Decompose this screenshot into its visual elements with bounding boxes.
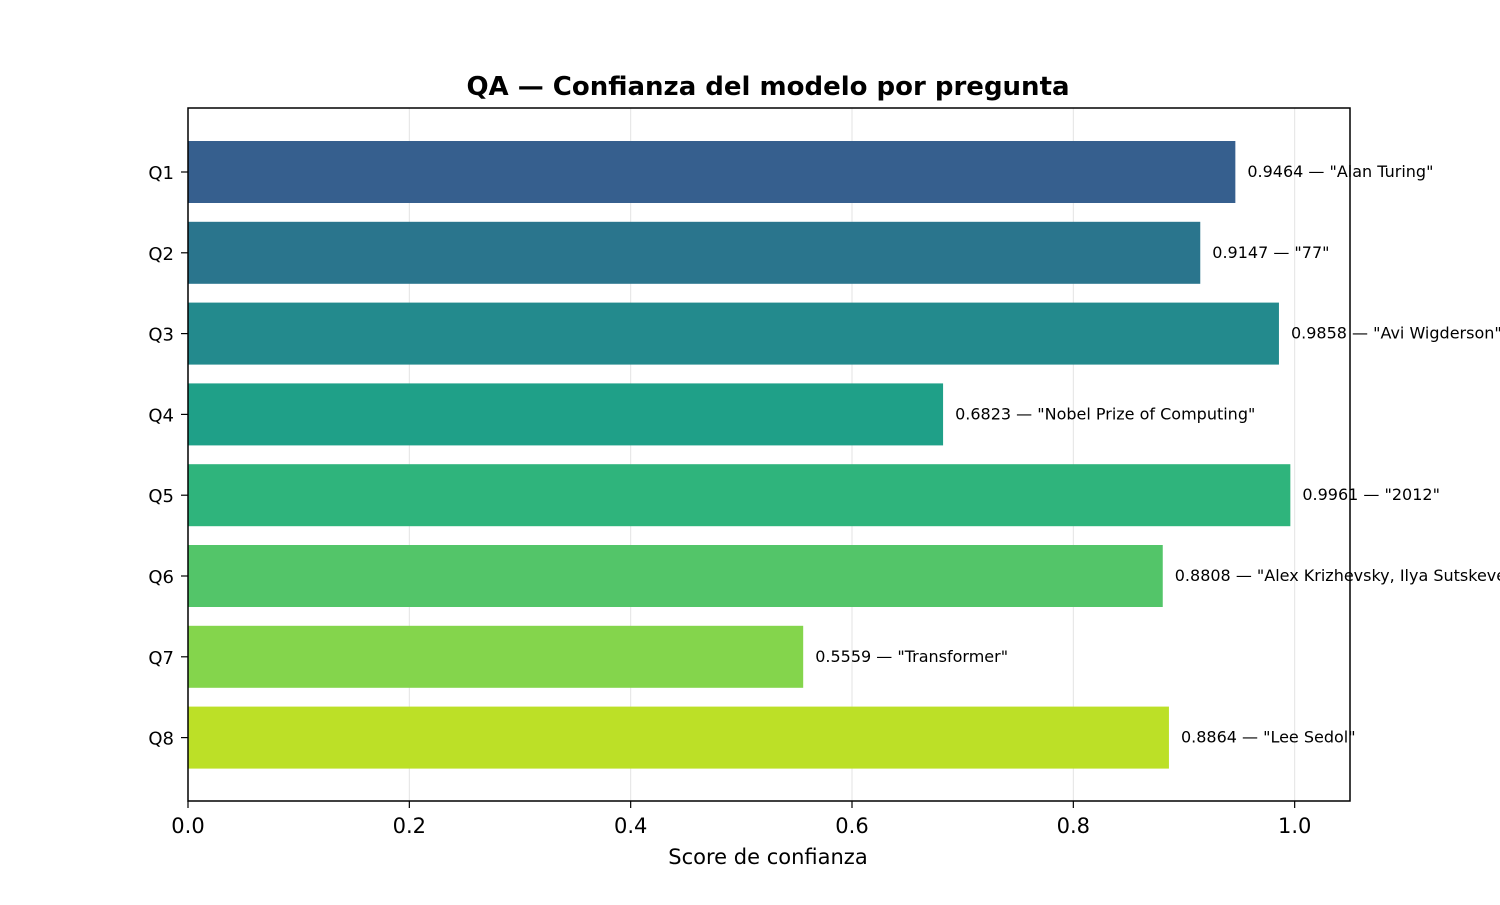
y-tick-label: Q6 xyxy=(148,567,174,588)
x-tick-label: 0.8 xyxy=(1057,814,1090,838)
bar-q4 xyxy=(188,383,944,446)
data-label-q8: 0.8864 — "Lee Sedol" xyxy=(1181,728,1356,747)
data-label-q3: 0.9858 — "Avi Wigderson" xyxy=(1291,324,1500,343)
bar-q3 xyxy=(188,302,1279,365)
x-axis-label: Score de confianza xyxy=(668,845,867,869)
bar-q5 xyxy=(188,464,1291,527)
y-tick-label: Q2 xyxy=(148,244,174,265)
plot-frame xyxy=(187,107,1351,802)
data-label-q5: 0.9961 — "2012" xyxy=(1302,485,1440,504)
y-tick-label: Q7 xyxy=(148,648,174,669)
data-labels: 0.9464 — "Alan Turing" 0.9147 — "77" 0.985… xyxy=(815,162,1500,747)
y-axis: Q1 Q2 Q3 Q4 Q5 Q6 Q7 Q8 xyxy=(148,163,188,750)
x-tick-label: 0.6 xyxy=(835,814,868,838)
data-label-q6: 0.8808 — "Alex Krizhevsky, Ilya Sutskeve… xyxy=(1175,566,1500,585)
bar-q7 xyxy=(188,625,804,688)
data-label-q7: 0.5559 — "Transformer" xyxy=(815,647,1008,666)
x-tick-label: 0.4 xyxy=(614,814,647,838)
y-tick-label: Q1 xyxy=(148,163,174,184)
bars xyxy=(188,141,1291,769)
x-tick-label: 1.0 xyxy=(1278,814,1311,838)
y-tick-label: Q5 xyxy=(148,486,174,507)
y-tick-label: Q8 xyxy=(148,729,174,750)
y-tick-label: Q4 xyxy=(148,405,174,426)
y-tick-label: Q3 xyxy=(148,325,174,346)
data-label-q1: 0.9464 — "Alan Turing" xyxy=(1247,162,1433,181)
data-label-q4: 0.6823 — "Nobel Prize of Computing" xyxy=(955,404,1255,423)
bar-q8 xyxy=(188,706,1169,769)
grid-lines xyxy=(187,108,1296,801)
bar-q1 xyxy=(188,141,1236,203)
x-tick-label: 0.0 xyxy=(171,814,204,838)
data-label-q2: 0.9147 — "77" xyxy=(1212,243,1329,262)
chart-title: QA — Confianza del modelo por pregunta xyxy=(466,72,1069,102)
x-axis: 0.0 0.2 0.4 0.6 0.8 1.0 xyxy=(171,801,1311,838)
bar-q6 xyxy=(188,545,1163,607)
bar-q2 xyxy=(188,221,1201,284)
x-tick-label: 0.2 xyxy=(393,814,426,838)
